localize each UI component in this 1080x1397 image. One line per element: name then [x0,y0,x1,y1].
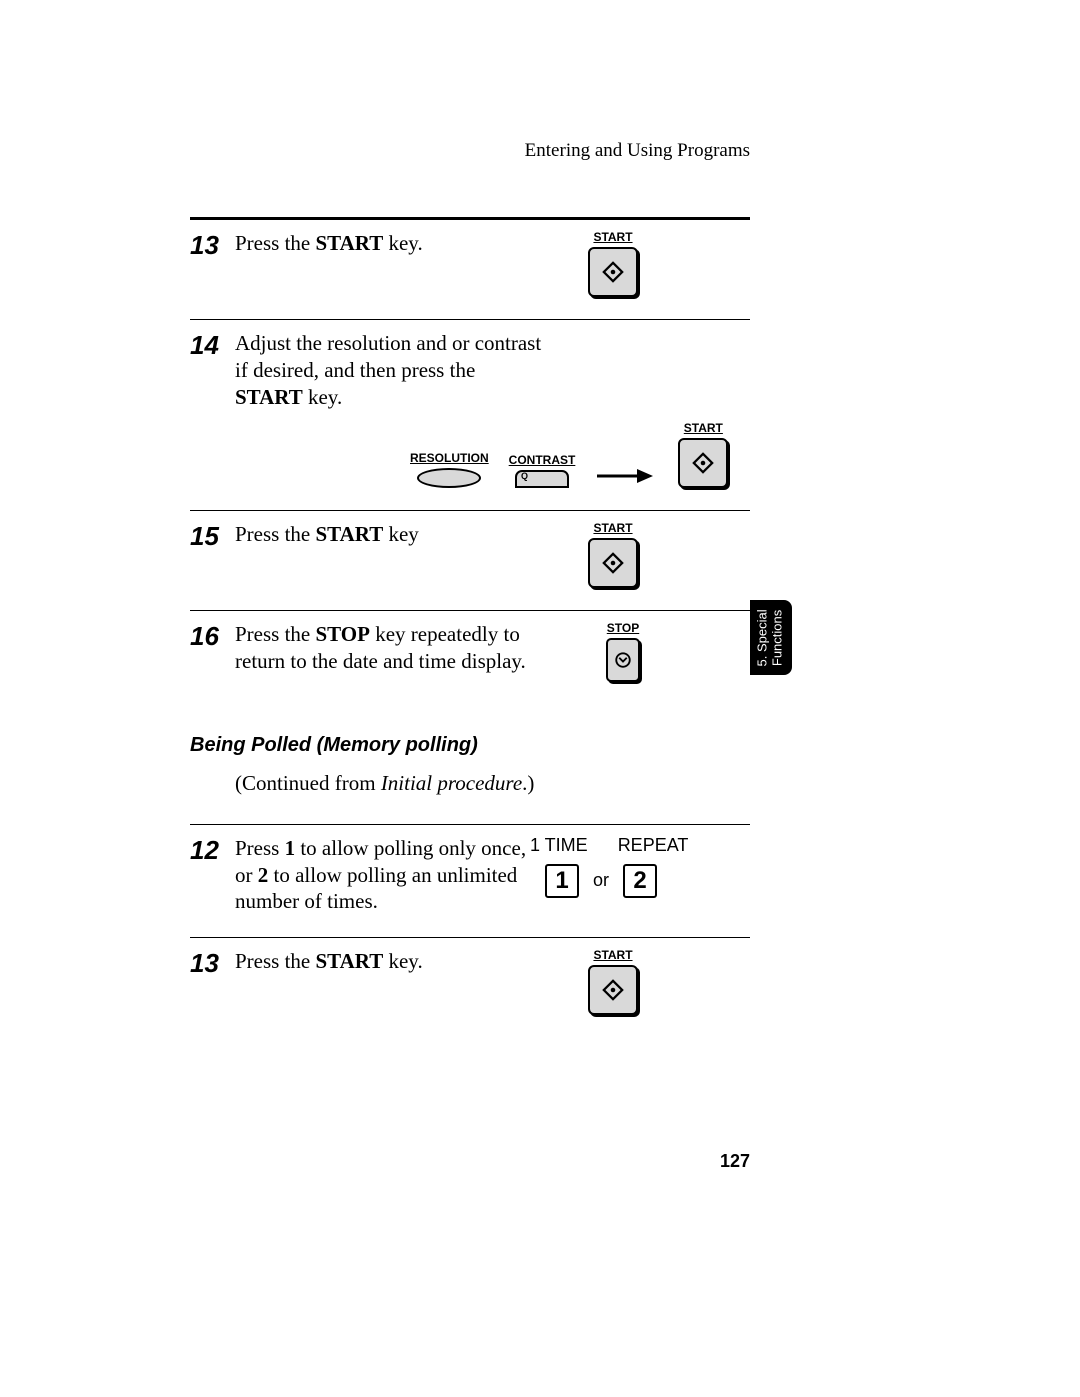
step-13b: 13 Press the START key. START [190,938,750,1037]
start-icon [602,552,624,574]
step-graphic: STOP [545,621,750,682]
chapter-tab: 5. SpecialFunctions [750,600,792,675]
start-key [588,247,638,297]
arrow-right-icon [595,466,655,486]
key-1: 1 [545,864,579,898]
manual-page: Entering and Using Programs 13 Press the… [0,0,1080,1397]
step-15: 15 Press the START key START [190,511,750,610]
step-body: Adjust the resolution and or contrast if… [235,330,750,488]
start-icon [602,979,624,1001]
step-body: Press 1 to allow polling only once, or 2… [235,835,545,916]
step-body: Press the START key. [235,230,545,257]
time-label: 1 TIME [530,835,588,856]
step-number: 14 [190,330,235,358]
step-number: 12 [190,835,235,863]
or-text: or [593,870,609,891]
content-column: Entering and Using Programs 13 Press the… [190,140,750,1037]
step-12: 12 Press 1 to allow polling only once, o… [190,825,750,938]
step-body: Press the START key. [235,948,545,975]
contrast-label: CONTRAST [509,453,576,467]
start-key-label: START [684,421,723,435]
section-heading: Being Polled (Memory polling) [190,734,750,757]
key-2: 2 [623,864,657,898]
start-key [588,538,638,588]
step-text: Press the START key. [235,230,545,257]
stop-icon [614,651,632,669]
start-key [588,965,638,1015]
step-text: Press the STOP key repeatedly to return … [235,621,545,675]
step-16: 16 Press the STOP key repeatedly to retu… [190,611,750,704]
step-graphic: 1 TIME REPEAT 1 or 2 [545,835,750,898]
start-icon [602,261,624,283]
chapter-tab-text: 5. SpecialFunctions [756,609,786,666]
start-icon [692,452,714,474]
step-number: 15 [190,521,235,549]
step-text: Press the START key [235,521,545,548]
page-number: 127 [720,1151,750,1172]
stop-key-label: STOP [607,621,639,635]
step14-buttons-row: RESOLUTION CONTRAST START [410,421,750,488]
step-number: 13 [190,948,235,976]
step-body: Press the START key [235,521,545,548]
start-key-label: START [593,948,632,962]
step-graphic: START [545,948,750,1015]
start-key-label: START [593,230,632,244]
resolution-label: RESOLUTION [410,451,489,465]
start-key-label: START [593,521,632,535]
step-graphic: START [545,521,750,588]
step-number: 13 [190,230,235,258]
step-14: 14 Adjust the resolution and or contrast… [190,320,750,510]
contrast-button [515,470,569,488]
step-13a: 13 Press the START key. START [190,220,750,319]
step-number: 16 [190,621,235,649]
stop-key [606,638,640,682]
start-key [678,438,728,488]
step-text: Press 1 to allow polling only once, or 2… [235,835,545,916]
step-graphic: START [545,230,750,297]
resolution-button [417,468,481,488]
page-header: Entering and Using Programs [190,140,750,162]
step-text: Adjust the resolution and or contrast if… [235,330,545,411]
step-body: Press the STOP key repeatedly to return … [235,621,545,675]
repeat-label: REPEAT [618,835,689,856]
step-text: Press the START key. [235,948,545,975]
continued-line: (Continued from Initial procedure.) [235,771,750,796]
